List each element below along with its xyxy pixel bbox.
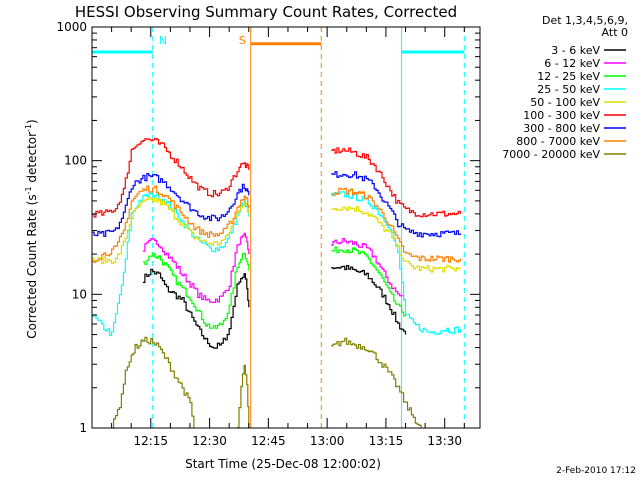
legend-entry-label: 7000 - 20000 keV bbox=[502, 148, 600, 161]
x-tick-label: 13:00 bbox=[310, 434, 345, 448]
legend-entry-label: 300 - 800 keV bbox=[523, 122, 600, 135]
y-tick-label: 1 bbox=[79, 421, 87, 435]
x-tick-label: 12:15 bbox=[133, 434, 168, 448]
x-tick-label: 12:30 bbox=[192, 434, 227, 448]
x-tick-label: 12:45 bbox=[251, 434, 286, 448]
series-line bbox=[142, 246, 407, 329]
footer-timestamp: 2-Feb-2010 17:12 bbox=[556, 466, 636, 476]
y-axis-label: Corrected Count Rate (s-1 detector-1) bbox=[24, 119, 39, 338]
series-layer bbox=[92, 137, 461, 429]
y-tick-label: 1000 bbox=[56, 20, 87, 34]
x-tick-label: 13:30 bbox=[427, 434, 462, 448]
legend-header-line: Det 1,3,4,5,6,9, bbox=[542, 14, 628, 27]
x-tick-label: 13:15 bbox=[369, 434, 404, 448]
x-axis-label: Start Time (25-Dec-08 12:00:02) bbox=[185, 457, 381, 471]
series-line bbox=[142, 232, 407, 303]
legend-header-line: Att 0 bbox=[602, 26, 628, 39]
y-tick-label: 10 bbox=[72, 287, 87, 301]
series-line bbox=[92, 196, 461, 273]
series-line bbox=[142, 265, 407, 349]
plot-area bbox=[92, 27, 480, 428]
series-line bbox=[92, 171, 461, 238]
y-tick-label: 100 bbox=[64, 154, 87, 168]
plot-frame bbox=[91, 26, 481, 429]
legend-entry-label: 3 - 6 keV bbox=[551, 44, 600, 57]
legend-entry-label: 800 - 7000 keV bbox=[516, 135, 600, 148]
legend-entry-label: 12 - 25 keV bbox=[537, 70, 600, 83]
annotation-label: S bbox=[239, 34, 246, 47]
legend-entry-label: 6 - 12 keV bbox=[544, 57, 600, 70]
series-line bbox=[92, 137, 461, 218]
series-line bbox=[92, 185, 461, 263]
legend-entry-label: 25 - 50 keV bbox=[537, 83, 600, 96]
chart-title: HESSI Observing Summary Count Rates, Cor… bbox=[75, 3, 457, 21]
annotation-label: N bbox=[159, 34, 167, 47]
series-line bbox=[111, 336, 422, 429]
plot-background bbox=[92, 27, 480, 428]
axes: 1 10 100 1000 12:15 12:30 12:45 13:00 13:15 13:30 bbox=[56, 20, 481, 448]
legend-entry-label: 100 - 300 keV bbox=[523, 109, 600, 122]
legend-entry-label: 50 - 100 keV bbox=[530, 96, 600, 109]
